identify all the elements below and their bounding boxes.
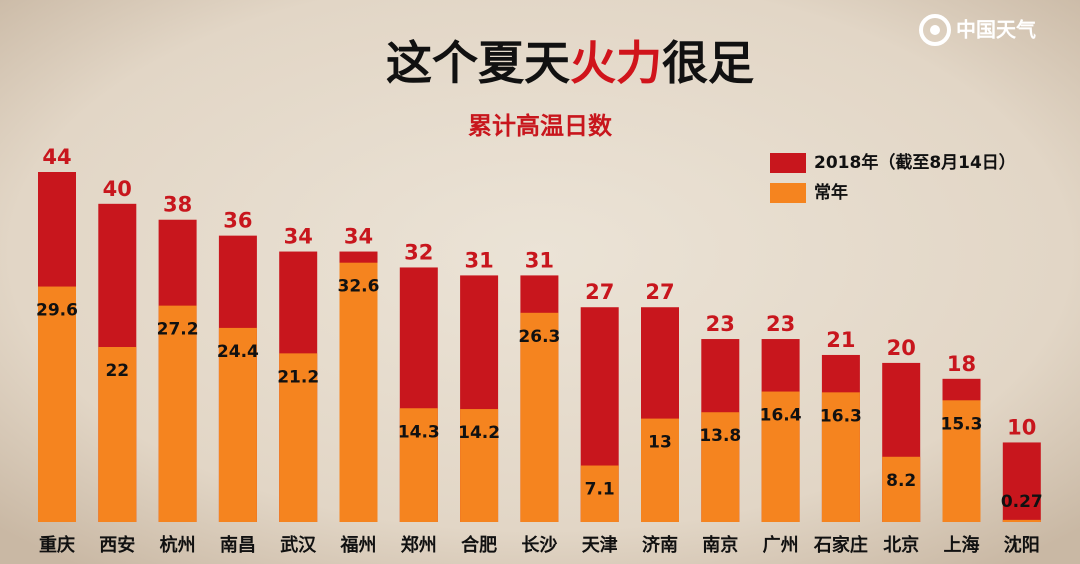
value-label: 16.3 xyxy=(820,406,862,426)
bar xyxy=(218,327,257,522)
bar xyxy=(1002,519,1041,522)
logo-icon xyxy=(919,14,951,46)
logo-text: 中国天气 xyxy=(956,18,1036,42)
bar xyxy=(701,412,740,522)
value-label: 21 xyxy=(826,328,855,352)
chart-subtitle: 累计高温日数 xyxy=(468,112,613,140)
bar xyxy=(98,347,137,522)
value-label: 18 xyxy=(947,352,976,376)
value-label: 26.3 xyxy=(518,327,560,347)
x-tick-label: 沈阳 xyxy=(1004,534,1040,556)
value-label: 34 xyxy=(344,225,373,249)
x-tick-label: 广州 xyxy=(763,534,799,556)
bar xyxy=(942,400,981,522)
title-part: 很足 xyxy=(662,36,754,90)
bar xyxy=(38,286,76,522)
bar xyxy=(882,456,921,522)
value-label: 24.4 xyxy=(217,342,259,362)
bar xyxy=(761,391,800,522)
value-label: 7.1 xyxy=(585,480,615,500)
bar xyxy=(821,392,860,522)
value-label: 32.6 xyxy=(338,277,380,297)
value-label: 44 xyxy=(42,145,71,169)
x-tick-label: 武汉 xyxy=(280,535,317,556)
bar xyxy=(399,408,438,522)
value-label: 23 xyxy=(706,312,735,336)
value-label: 27.2 xyxy=(157,320,199,340)
x-tick-label: 杭州 xyxy=(160,534,196,556)
bar xyxy=(1002,442,1041,522)
value-label: 14.2 xyxy=(458,423,500,443)
value-label: 10 xyxy=(1007,415,1036,439)
value-label: 14.3 xyxy=(398,422,440,442)
x-tick-label: 济南 xyxy=(642,534,678,556)
x-tick-label: 上海 xyxy=(944,534,980,556)
x-tick-label: 南京 xyxy=(702,534,738,556)
x-tick-label: 石家庄 xyxy=(813,534,868,556)
x-tick-label: 合肥 xyxy=(461,534,497,556)
value-label: 34 xyxy=(284,225,313,249)
value-label: 29.6 xyxy=(36,301,78,321)
value-label: 27 xyxy=(645,280,674,304)
value-label: 27 xyxy=(585,280,614,304)
legend-swatch xyxy=(770,153,806,173)
value-label: 0.27 xyxy=(1001,492,1043,512)
bar xyxy=(460,409,499,522)
value-label: 23 xyxy=(766,312,795,336)
logo-icon-core xyxy=(930,25,940,35)
value-label: 31 xyxy=(525,248,554,272)
bar xyxy=(580,465,619,522)
legend-label: 2018年（截至8月14日） xyxy=(814,152,1016,173)
value-label: 13.8 xyxy=(699,426,741,446)
bar xyxy=(641,418,679,522)
title-part: 火力 xyxy=(570,36,662,90)
value-label: 38 xyxy=(163,193,192,217)
x-tick-label: 北京 xyxy=(883,534,919,556)
value-label: 16.4 xyxy=(760,406,802,426)
value-label: 40 xyxy=(103,177,132,201)
value-label: 21.2 xyxy=(277,367,319,387)
x-tick-label: 郑州 xyxy=(401,534,437,556)
x-tick-label: 天津 xyxy=(582,534,618,556)
value-label: 31 xyxy=(464,248,493,272)
logo: 中国天气 xyxy=(919,14,1036,46)
bar xyxy=(279,353,318,522)
x-tick-label: 西安 xyxy=(99,534,135,556)
value-label: 20 xyxy=(887,336,916,360)
x-tick-label: 长沙 xyxy=(521,535,557,556)
title-part: 这个夏天 xyxy=(386,36,570,90)
x-tick-label: 福州 xyxy=(340,534,377,556)
bar xyxy=(520,312,559,522)
chart-title: 这个夏天火力很足 xyxy=(386,36,754,90)
value-label: 36 xyxy=(223,209,252,233)
bar xyxy=(339,262,378,522)
value-label: 8.2 xyxy=(886,471,916,491)
value-label: 22 xyxy=(105,361,129,381)
value-label: 32 xyxy=(404,240,433,264)
value-label: 15.3 xyxy=(941,414,983,434)
value-label: 13 xyxy=(648,433,672,453)
bar xyxy=(158,305,197,522)
legend-label: 常年 xyxy=(814,182,848,203)
legend-swatch xyxy=(770,183,806,203)
x-tick-label: 重庆 xyxy=(39,534,75,556)
x-tick-label: 南昌 xyxy=(220,534,256,556)
